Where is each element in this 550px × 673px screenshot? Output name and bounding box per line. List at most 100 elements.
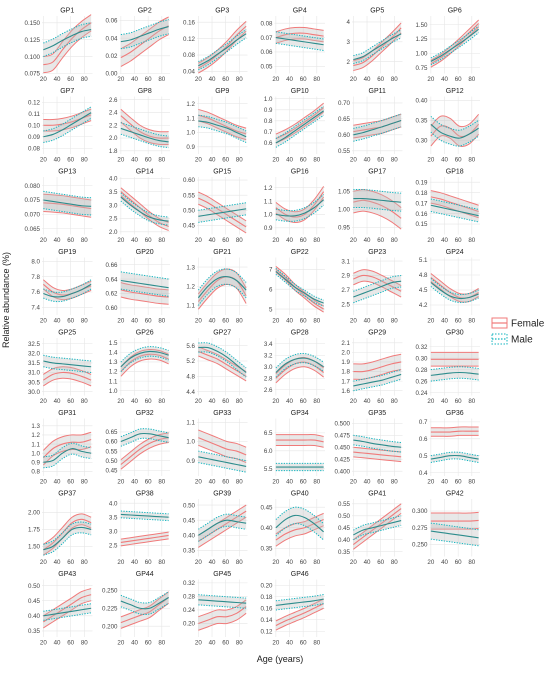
y-tick-label: 7.4 [31, 305, 40, 312]
y-tick-label: 0.300 [412, 508, 428, 515]
x-tick-label: 40 [286, 237, 293, 244]
x-tick-label: 80 [391, 559, 398, 566]
male-ci-lower [430, 211, 479, 223]
male-mean-line [275, 110, 324, 144]
male-ci-lower [430, 538, 479, 547]
x-tick-label: 40 [441, 398, 448, 405]
y-tick-label: 0.17 [415, 200, 428, 207]
panel-gp42: GP42 0.250 0.275 0.300 20 40 60 80 [412, 491, 480, 566]
x-tick-label: 40 [441, 479, 448, 486]
y-tick-label: 0.02 [105, 53, 118, 60]
y-tick-label: 1.2 [186, 101, 195, 108]
male-mean-line [198, 519, 247, 536]
panel-gp28: GP28 2.6 2.8 3.0 3.2 3.4 20 40 60 80 [264, 330, 325, 405]
y-tick-label: 0.15 [415, 221, 428, 228]
x-tick-label: 60 [377, 237, 384, 244]
male-mean-line [275, 270, 324, 304]
panel-gp6: GP6 0.75 1.00 1.25 1.50 20 40 60 80 [415, 8, 480, 83]
male-mean-line [43, 28, 92, 51]
x-tick-label: 80 [236, 318, 243, 325]
x-tick-label: 40 [131, 76, 138, 83]
x-tick-label: 40 [364, 157, 371, 164]
y-tick-label: 0.45 [105, 467, 118, 474]
x-tick-label: 60 [300, 398, 307, 405]
y-tick-label: 1.3 [186, 264, 195, 271]
y-tick-label: 1.00 [415, 51, 428, 58]
panel-title: GP17 [368, 169, 386, 176]
x-tick-label: 60 [67, 398, 74, 405]
x-tick-label: 80 [158, 559, 165, 566]
male-ci-lower [198, 126, 247, 143]
female-ci-lower [120, 121, 169, 146]
female-ci-upper [43, 14, 92, 58]
female-ci-upper [275, 186, 325, 213]
male-mean-line [430, 123, 479, 139]
male-mean-line [198, 33, 247, 67]
x-tick-label: 20 [427, 76, 434, 83]
y-tick-label: 0.16 [260, 605, 273, 612]
y-tick-label: 0.55 [338, 501, 351, 508]
x-tick-label: 40 [54, 157, 61, 164]
female-ci-lower [275, 525, 324, 547]
panel-title: GP40 [291, 491, 309, 498]
female-ci-lower [120, 358, 169, 377]
y-tick-label: 0.475 [335, 432, 351, 439]
x-tick-label: 80 [81, 76, 88, 83]
x-tick-label: 80 [158, 157, 165, 164]
female-ci-upper [43, 366, 92, 375]
x-tick-label: 60 [300, 237, 307, 244]
male-ci-upper [275, 352, 324, 369]
male-ci-upper [353, 29, 402, 57]
male-ci-upper [430, 366, 479, 371]
y-tick-label: 1.3 [109, 359, 118, 366]
x-tick-label: 40 [131, 318, 138, 325]
panel-gp7: GP7 0.08 0.09 0.10 0.11 0.12 20 40 60 80 [28, 88, 93, 164]
x-tick-label: 20 [195, 237, 202, 244]
male-ci-upper [430, 522, 479, 531]
male-ci-band [430, 366, 479, 382]
y-tick-label: 1.7 [341, 378, 350, 385]
y-tick-label: 5 [269, 306, 273, 313]
female-ci-upper [120, 282, 169, 291]
male-ci-upper [43, 603, 92, 612]
female-mean-line [353, 451, 402, 458]
y-tick-label: 0.250 [412, 542, 428, 549]
y-tick-label: 2.4 [109, 110, 118, 117]
x-tick-label: 40 [209, 237, 216, 244]
female-ci-lower [430, 281, 479, 303]
x-tick-label: 80 [158, 318, 165, 325]
male-ci-upper [43, 22, 92, 44]
x-tick-label: 60 [377, 479, 384, 486]
panel-gp23: GP23 2.5 2.7 2.9 3.1 20 40 60 80 [341, 249, 403, 325]
female-ci-lower [353, 512, 402, 550]
male-mean-line [120, 513, 169, 518]
male-mean-line [275, 199, 324, 217]
male-mean-line [120, 127, 169, 143]
male-ci-band [198, 115, 247, 143]
x-tick-label: 80 [313, 640, 320, 647]
x-tick-label: 20 [427, 237, 434, 244]
y-tick-label: 0.7 [419, 419, 428, 426]
x-tick-label: 60 [455, 398, 462, 405]
x-tick-label: 60 [145, 559, 152, 566]
x-tick-label: 20 [272, 559, 279, 566]
male-ci-band [353, 114, 402, 142]
panel-title: GP37 [58, 491, 76, 498]
x-tick-label: 20 [117, 640, 124, 647]
panel-gp16: GP16 0.9 1.0 1.1 1.2 20 40 60 80 [264, 169, 325, 244]
x-tick-label: 20 [350, 76, 357, 83]
y-tick-label: 0.080 [25, 183, 41, 190]
x-axis-title: Age (years) [257, 654, 304, 664]
x-tick-label: 60 [145, 237, 152, 244]
y-tick-label: 0.08 [260, 20, 273, 27]
x-tick-label: 40 [364, 398, 371, 405]
y-tick-label: 5.6 [186, 343, 195, 350]
female-ci-lower [43, 30, 92, 74]
y-tick-label: 1.3 [31, 423, 40, 430]
panel-gp2: GP2 0.00 0.02 0.04 0.06 20 40 60 80 [105, 8, 170, 83]
panel-gp29: GP29 1.6 1.7 1.8 1.9 2.0 2.1 20 40 60 80 [341, 330, 403, 405]
female-ci-lower [275, 38, 324, 44]
x-tick-label: 20 [40, 318, 47, 325]
male-ci-band [275, 353, 324, 378]
female-mean-line [198, 510, 247, 542]
